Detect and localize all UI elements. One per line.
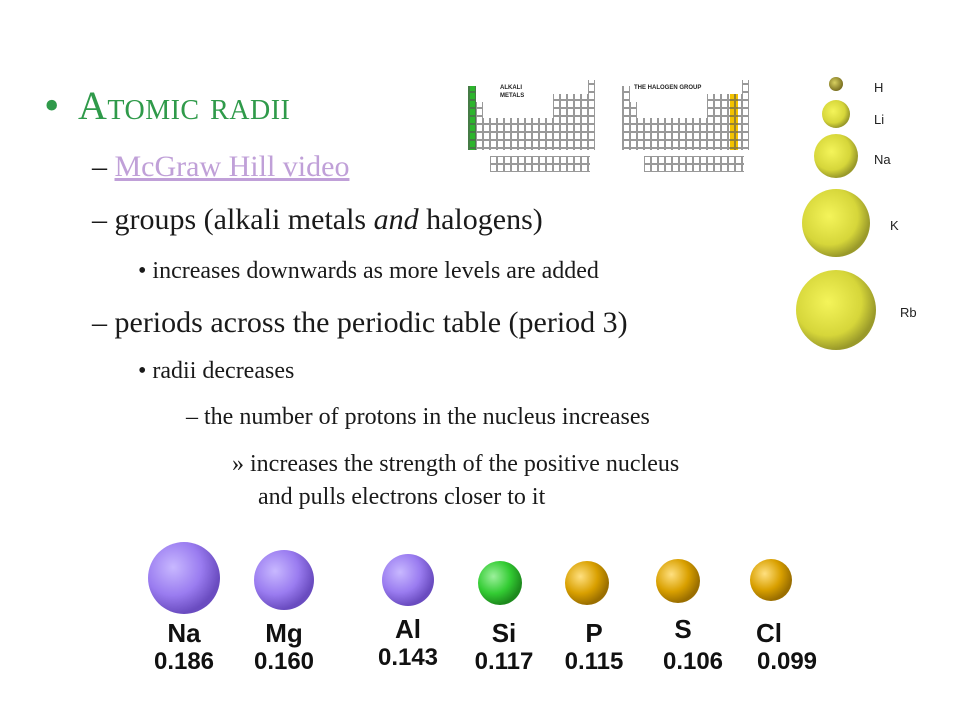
slide-title: Atomic radii	[78, 83, 291, 128]
periodic-tables-image: ALKALI METALS THE HALOGEN GROUP	[468, 80, 749, 172]
radii-decreases-text: radii decreases	[152, 358, 295, 384]
sphere-label-li: Li	[874, 112, 884, 127]
na-radius: 0.186	[153, 648, 215, 675]
dash-marker: –	[186, 404, 198, 430]
nucleus-text-line1: increases the strength of the positive n…	[250, 451, 680, 477]
cl-radius: 0.099	[756, 648, 818, 675]
sphere-label-h: H	[874, 80, 883, 95]
p-radius: 0.115	[564, 648, 624, 675]
p-symbol: P	[585, 618, 603, 648]
potassium-sphere	[802, 189, 870, 257]
si-radius: 0.117	[474, 648, 534, 675]
mcgraw-hill-video-link[interactable]: McGraw Hill video	[114, 150, 350, 183]
list-item-radii-decreases: • radii decreases	[138, 358, 294, 385]
s-radius: 0.106	[662, 648, 724, 675]
alkali-label-line1: ALKALI	[500, 85, 522, 91]
mg-symbol: Mg	[265, 618, 303, 648]
sphere-label-rb: Rb	[900, 305, 917, 320]
mg-sphere	[254, 550, 314, 610]
alkali-label-line2: METALS	[500, 93, 524, 99]
si-sphere	[478, 561, 522, 605]
al-symbol: Al	[395, 614, 421, 644]
lithium-sphere	[822, 100, 850, 128]
dash-marker: –	[92, 203, 107, 236]
na-symbol: Na	[167, 618, 201, 648]
nucleus-text-line2: and pulls electrons closer to it	[258, 484, 546, 510]
bullet-marker: •	[138, 358, 147, 384]
al-radius: 0.143	[377, 644, 439, 671]
list-item-groups: – groups (alkali metals and halogens)	[92, 203, 543, 237]
dash-marker: –	[92, 306, 107, 339]
title-bullet: •	[44, 81, 60, 130]
rubidium-sphere	[796, 270, 876, 350]
increases-text: increases downwards as more levels are a…	[152, 258, 599, 284]
cl-sphere	[750, 559, 792, 601]
cl-symbol: Cl	[756, 618, 782, 648]
groups-text-end: halogens)	[418, 203, 543, 236]
sphere-label-na: Na	[874, 152, 891, 167]
sodium-sphere	[814, 134, 858, 178]
alkali-periodic-table: ALKALI METALS	[468, 80, 595, 172]
protons-text: the number of protons in the nucleus inc…	[204, 404, 650, 430]
periods-text: periods across the periodic table (perio…	[114, 306, 628, 339]
mg-radius: 0.160	[253, 648, 315, 675]
group1-spheres-image: H Li Na K Rb	[796, 77, 917, 350]
list-item-protons: – the number of protons in the nucleus i…	[186, 404, 650, 431]
halogen-periodic-table: THE HALOGEN GROUP	[622, 80, 749, 172]
period3-spheres	[148, 542, 792, 614]
groups-emphasis: and	[373, 203, 419, 236]
hydrogen-sphere	[829, 77, 843, 91]
list-item-periods: – periods across the periodic table (per…	[92, 306, 628, 340]
halogen-label: THE HALOGEN GROUP	[634, 85, 701, 91]
bullet-marker: •	[138, 258, 147, 284]
na-sphere	[148, 542, 220, 614]
dash-marker: –	[92, 150, 107, 183]
al-sphere	[382, 554, 434, 606]
chevron-marker: »	[232, 451, 244, 477]
s-sphere	[656, 559, 700, 603]
list-item-nucleus: » increases the strength of the positive…	[232, 451, 679, 478]
si-symbol: Si	[491, 618, 517, 648]
list-item-video: – McGraw Hill video	[92, 150, 349, 184]
p-sphere	[565, 561, 609, 605]
s-symbol: S	[674, 614, 692, 644]
sphere-label-k: K	[890, 218, 899, 233]
list-item-increases: • increases downwards as more levels are…	[138, 258, 599, 285]
groups-text: groups (alkali metals	[114, 203, 374, 236]
